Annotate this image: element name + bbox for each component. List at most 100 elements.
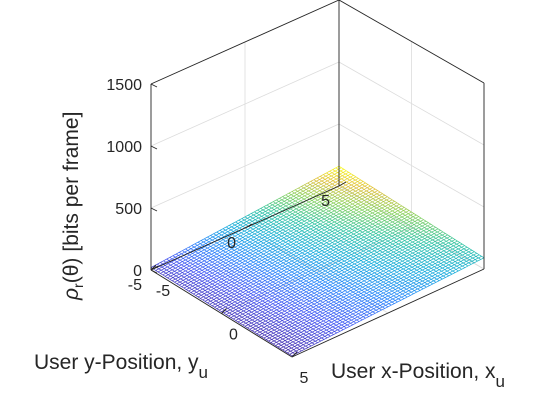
mesh-segment	[272, 290, 277, 294]
mesh-segment	[281, 197, 286, 201]
mesh-segment	[291, 259, 296, 262]
mesh-segment	[241, 265, 244, 268]
mesh-segment	[389, 218, 394, 221]
mesh-segment	[325, 301, 329, 305]
mesh-segment	[457, 250, 461, 253]
mesh-segment	[287, 263, 292, 267]
mesh-segment	[403, 285, 408, 289]
mesh-segment	[223, 280, 227, 283]
mesh-segment	[361, 185, 366, 189]
mesh-segment	[257, 252, 262, 255]
mesh-segment	[178, 253, 182, 256]
mesh-segment	[292, 290, 296, 293]
mesh-segment	[245, 321, 250, 324]
mesh-segment	[441, 269, 445, 272]
mesh-segment	[371, 258, 376, 261]
mesh-segment	[227, 275, 231, 278]
mesh-segment	[268, 308, 272, 311]
mesh-segment	[244, 273, 248, 276]
mesh-segment	[265, 337, 270, 340]
mesh-segment	[229, 245, 233, 248]
mesh-segment	[280, 313, 285, 317]
mesh-segment	[264, 248, 268, 252]
mesh-segment	[368, 281, 373, 285]
mesh-segment	[248, 310, 252, 313]
mesh-segment	[354, 316, 358, 319]
mesh-segment	[215, 260, 218, 263]
mesh-segment	[345, 208, 349, 211]
mesh-segment	[179, 270, 183, 273]
mesh-segment	[300, 302, 304, 305]
mesh-segment	[438, 245, 443, 249]
mesh-segment	[345, 307, 350, 310]
mesh-segment	[331, 173, 335, 177]
mesh-segment	[209, 247, 214, 250]
mesh-segment	[298, 255, 302, 258]
mesh-segment	[292, 339, 297, 343]
mesh-segment	[352, 301, 357, 304]
mesh-segment	[413, 247, 417, 251]
mesh-segment	[263, 308, 266, 311]
mesh-segment	[207, 280, 211, 283]
mesh-segment	[319, 333, 323, 336]
mesh-segment	[442, 240, 447, 244]
mesh-segment	[369, 278, 374, 282]
mesh-segment	[302, 291, 307, 294]
mesh-segment	[327, 215, 331, 218]
mesh-segment	[173, 272, 178, 275]
mesh-segment	[389, 210, 393, 213]
mesh-segment	[355, 291, 359, 294]
mesh-segment	[294, 257, 299, 260]
mesh-segment	[372, 309, 377, 313]
mesh-segment	[230, 306, 234, 309]
mesh-segment	[256, 279, 260, 282]
mesh-segment	[325, 185, 330, 188]
mesh-segment	[386, 197, 390, 201]
mesh-segment	[419, 277, 424, 280]
mesh-segment	[250, 214, 254, 217]
mesh-segment	[311, 278, 316, 282]
mesh-segment	[355, 222, 360, 225]
mesh-segment	[245, 322, 249, 325]
mesh-segment	[201, 268, 206, 271]
mesh-segment	[209, 258, 214, 261]
mesh-segment	[289, 319, 294, 323]
mesh-segment	[241, 251, 245, 254]
mesh-segment	[268, 319, 272, 322]
mesh-segment	[381, 253, 385, 256]
mesh-segment	[213, 288, 217, 291]
mesh-segment	[402, 281, 406, 284]
mesh-segment	[277, 328, 280, 331]
mesh-segment	[355, 233, 360, 236]
mesh-segment	[287, 329, 291, 332]
mesh-segment	[355, 321, 360, 324]
mesh-segment	[287, 266, 291, 270]
mesh-segment	[344, 281, 348, 284]
mesh-segment	[347, 324, 350, 327]
mesh-segment	[396, 215, 400, 218]
mesh-segment	[188, 257, 192, 261]
mesh-segment	[350, 208, 355, 211]
mesh-segment	[285, 295, 289, 298]
mesh-segment	[332, 315, 336, 318]
mesh-segment	[340, 263, 344, 267]
mesh-segment	[313, 214, 318, 217]
mesh-segment	[242, 257, 247, 260]
mesh-segment	[226, 309, 231, 312]
mesh-segment	[215, 258, 219, 261]
mesh-segment	[263, 337, 267, 340]
mesh-segment	[223, 300, 228, 303]
mesh-segment	[234, 246, 238, 249]
mesh-segment	[182, 259, 186, 262]
mesh-segment	[320, 255, 324, 258]
mesh-segment	[223, 245, 228, 248]
mesh-segment	[212, 300, 217, 303]
mesh-segment	[328, 256, 332, 259]
mesh-segment	[413, 280, 417, 284]
mesh-segment	[182, 270, 186, 273]
mesh-segment	[287, 274, 292, 278]
mesh-segment	[316, 248, 320, 252]
mesh-segment	[286, 321, 291, 324]
mesh-segment	[395, 276, 399, 279]
mesh-segment	[379, 270, 384, 273]
